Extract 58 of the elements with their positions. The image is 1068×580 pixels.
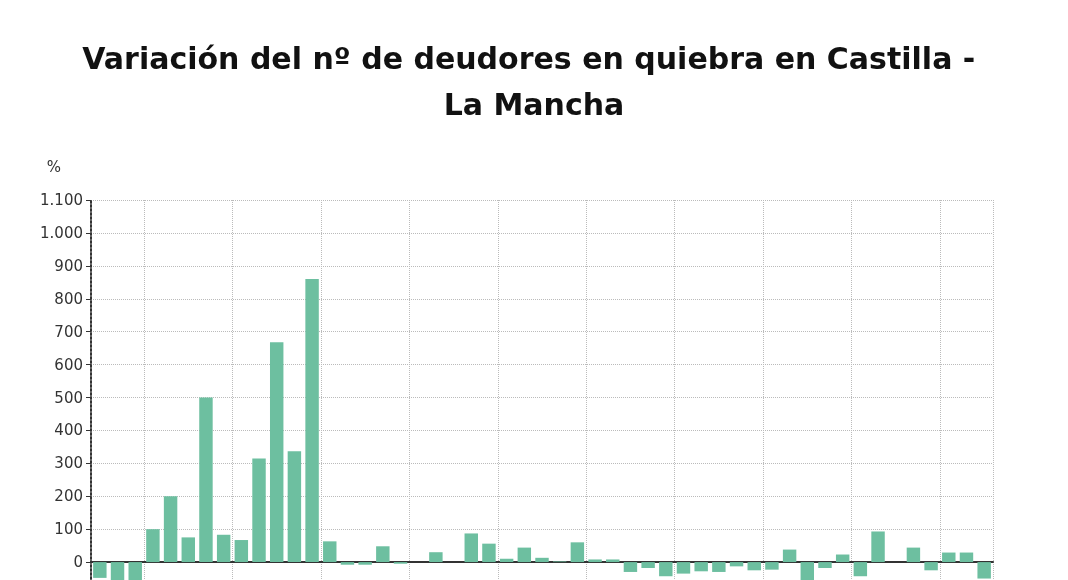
bar [818, 562, 832, 569]
bar [782, 549, 797, 563]
bar [765, 562, 779, 570]
bar [323, 541, 337, 563]
bar [959, 552, 974, 563]
bar [588, 559, 602, 563]
bar [942, 552, 956, 563]
bar [464, 533, 478, 563]
bar [376, 546, 390, 563]
bar [269, 342, 284, 563]
bar [924, 562, 938, 571]
y-tick-label: 600 [54, 355, 83, 374]
bar [694, 562, 708, 572]
bar [853, 562, 868, 577]
y-tick-label: 1.000 [40, 223, 83, 242]
y-tick-label: 400 [54, 421, 83, 440]
bar [676, 562, 691, 574]
bar [482, 543, 496, 563]
y-tick-label: 500 [54, 388, 83, 407]
bar [234, 540, 249, 563]
bar [340, 562, 355, 565]
y-tick-label: 200 [54, 487, 83, 506]
bar [517, 547, 532, 563]
bar [747, 562, 761, 571]
bar [977, 562, 991, 579]
y-tick-label: 700 [54, 322, 83, 341]
bar [110, 562, 125, 580]
bar [199, 397, 213, 563]
bar [871, 531, 885, 563]
y-axis-title: % [46, 157, 61, 176]
bar [429, 552, 443, 563]
bar [535, 557, 549, 563]
bar [729, 562, 744, 567]
bar [128, 562, 142, 580]
bar [800, 562, 815, 580]
bar [606, 559, 620, 563]
bar [252, 458, 266, 563]
bar [181, 537, 195, 563]
y-tick-label: 1.100 [40, 191, 83, 209]
bar [623, 562, 638, 572]
bar [906, 547, 921, 563]
chart-title: Variación del nº de deudores en quiebra en Castilla - La Mancha [82, 40, 986, 122]
bar [641, 562, 655, 569]
y-tick-label: 300 [54, 454, 83, 473]
bar [287, 451, 302, 563]
y-tick-label: 0 [73, 553, 83, 572]
bar [659, 562, 673, 577]
bar [146, 529, 160, 563]
bar [216, 534, 231, 563]
y-tick-label: 800 [54, 289, 83, 308]
y-tick-label: 100 [54, 520, 83, 539]
bar [93, 562, 107, 578]
bar [570, 542, 585, 563]
bar [305, 279, 319, 563]
bar [358, 562, 372, 565]
bar [712, 562, 726, 572]
y-tick-label: 900 [54, 256, 83, 275]
bar [163, 496, 178, 563]
